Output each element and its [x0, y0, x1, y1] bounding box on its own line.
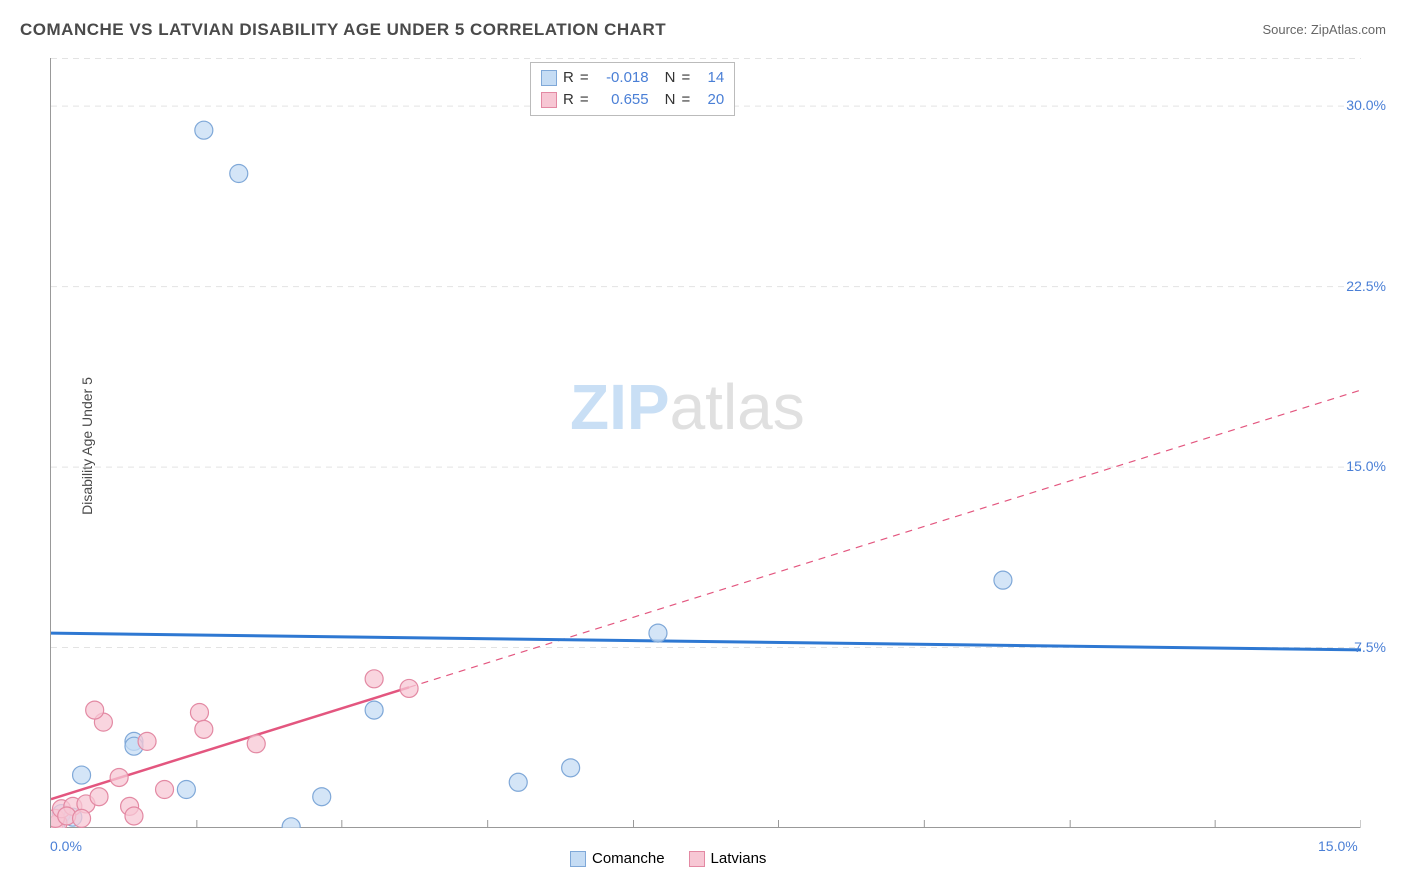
stat-n-label: N [665, 67, 676, 89]
legend-swatch [541, 70, 557, 86]
legend-item: Latvians [689, 850, 767, 867]
plot-area [50, 58, 1360, 828]
stat-r-label: R [563, 67, 574, 89]
legend-item: Comanche [570, 850, 665, 867]
stats-legend-box: R=-0.018N=14R=0.655N=20 [530, 62, 735, 116]
series-legend: Comanche Latvians [570, 850, 766, 867]
y-tick-label: 22.5% [1346, 278, 1386, 294]
stat-n-value: 14 [696, 67, 724, 89]
legend-swatch [541, 92, 557, 108]
stat-n-value: 20 [696, 89, 724, 111]
stat-r-value: -0.018 [595, 67, 649, 89]
y-tick-label: 30.0% [1346, 97, 1386, 113]
legend-swatch [570, 851, 586, 867]
y-tick-label: 15.0% [1346, 458, 1386, 474]
source-label: Source: [1262, 22, 1310, 37]
source-name: ZipAtlas.com [1311, 22, 1386, 37]
stat-r-value: 0.655 [595, 89, 649, 111]
stats-row: R=0.655N=20 [541, 89, 724, 111]
x-tick-label: 15.0% [1318, 838, 1358, 854]
y-tick-label: 7.5% [1354, 639, 1386, 655]
legend-label: Comanche [592, 850, 665, 867]
x-tick-label: 0.0% [50, 838, 82, 854]
source-attribution: Source: ZipAtlas.com [1262, 22, 1386, 37]
stats-row: R=-0.018N=14 [541, 67, 724, 89]
legend-swatch [689, 851, 705, 867]
stat-n-label: N [665, 89, 676, 111]
legend-label: Latvians [711, 850, 767, 867]
chart-title: COMANCHE VS LATVIAN DISABILITY AGE UNDER… [20, 20, 666, 40]
stat-r-label: R [563, 89, 574, 111]
